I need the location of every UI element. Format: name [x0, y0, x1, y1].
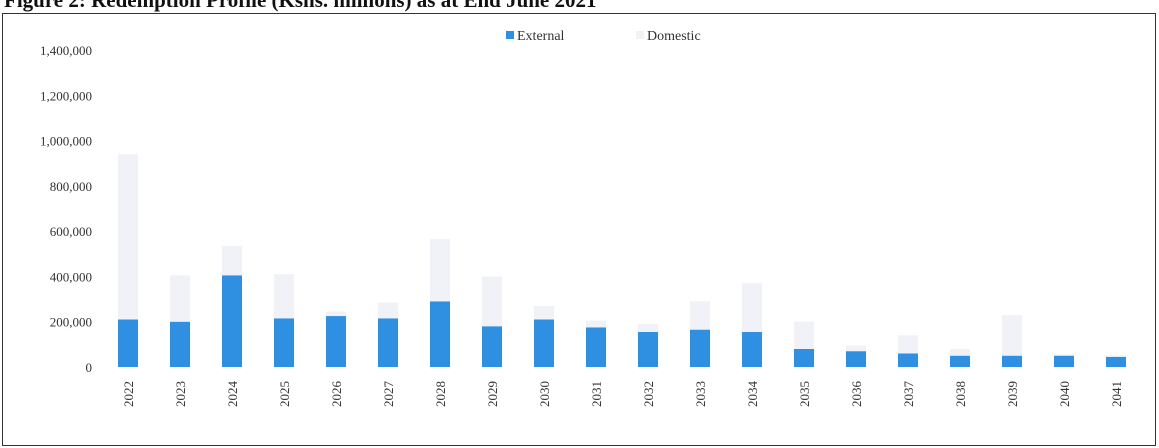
x-tick-label: 2037 [901, 381, 916, 408]
x-tick-label: 2022 [121, 381, 136, 407]
bar-domestic-2032 [638, 323, 658, 332]
x-tick-label: 2039 [1005, 381, 1020, 407]
bar-external-2039 [1002, 355, 1022, 367]
bar-domestic-2026 [326, 311, 346, 317]
bar-domestic-2036 [846, 345, 866, 352]
bar-domestic-2030 [534, 305, 554, 320]
bars [118, 154, 1126, 367]
bar-domestic-2035 [794, 321, 814, 349]
bar-domestic-2031 [586, 320, 606, 328]
x-tick-label: 2035 [797, 381, 812, 407]
y-tick-label: 0 [86, 360, 93, 375]
x-tick-label: 2038 [953, 381, 968, 407]
bar-external-2031 [586, 327, 606, 367]
bar-domestic-2037 [898, 335, 918, 354]
x-tick-label: 2024 [225, 381, 240, 408]
y-tick-label: 1,200,000 [40, 88, 92, 103]
bar-external-2023 [170, 321, 190, 367]
bar-external-2033 [690, 329, 710, 367]
bar-domestic-2033 [690, 301, 710, 330]
bar-domestic-2039 [1002, 314, 1022, 356]
bar-external-2034 [742, 331, 762, 367]
bar-external-2029 [482, 326, 502, 367]
bar-domestic-2024 [222, 245, 242, 276]
bar-external-2032 [638, 331, 658, 367]
bar-domestic-2038 [950, 348, 970, 356]
chart-frame [2, 13, 1156, 446]
y-tick-label: 200,000 [50, 315, 92, 330]
x-tick-label: 2036 [849, 381, 864, 408]
y-tick-label: 1,000,000 [40, 134, 92, 149]
x-tick-label: 2031 [589, 381, 604, 407]
bar-external-2026 [326, 316, 346, 367]
x-tick-label: 2026 [329, 381, 344, 408]
x-tick-label: 2027 [381, 381, 396, 408]
legend-swatch-external [506, 31, 514, 39]
x-tick-label: 2029 [485, 381, 500, 407]
bar-domestic-2022 [118, 154, 138, 320]
figure-title: Figure 2: Redemption Profile (Kshs. mill… [4, 0, 597, 12]
bar-external-2027 [378, 318, 398, 367]
bar-external-2030 [534, 319, 554, 367]
y-tick-label: 1,400,000 [40, 43, 92, 58]
bar-domestic-2041 [1106, 355, 1126, 357]
legend-label-external: External [517, 29, 565, 44]
x-tick-label: 2030 [537, 381, 552, 407]
x-tick-label: 2034 [745, 381, 760, 408]
legend-label-domestic: Domestic [647, 29, 701, 44]
x-tick-label: 2025 [277, 381, 292, 407]
x-tick-label: 2040 [1057, 381, 1072, 407]
bar-external-2041 [1106, 356, 1126, 367]
bar-external-2038 [950, 355, 970, 367]
bar-external-2040 [1054, 355, 1074, 367]
y-tick-label: 800,000 [50, 179, 92, 194]
bar-domestic-2040 [1054, 354, 1074, 356]
x-axis-ticks: 2022 2023 2024 2025 2026 2027 2028 2029 2030 2031… [121, 381, 1124, 408]
x-tick-label: 2028 [433, 381, 448, 407]
bar-external-2037 [898, 353, 918, 367]
bar-external-2036 [846, 351, 866, 367]
bar-external-2022 [118, 319, 138, 367]
x-tick-label: 2041 [1109, 381, 1124, 407]
bar-domestic-2034 [742, 283, 762, 332]
y-axis-ticks: 0 200,000 400,000 600,000 800,000 1,000,000 1,… [40, 43, 92, 375]
bar-domestic-2029 [482, 276, 502, 327]
bar-external-2028 [430, 301, 450, 367]
bar-domestic-2027 [378, 302, 398, 319]
x-tick-label: 2023 [173, 381, 188, 407]
bar-external-2025 [274, 318, 294, 367]
legend: External Domestic [506, 29, 701, 44]
x-tick-label: 2033 [693, 381, 708, 407]
y-tick-label: 400,000 [50, 269, 92, 284]
legend-swatch-domestic [636, 31, 644, 39]
bar-external-2035 [794, 348, 814, 367]
y-tick-label: 600,000 [50, 224, 92, 239]
bar-domestic-2023 [170, 275, 190, 322]
bar-domestic-2025 [274, 274, 294, 319]
bar-external-2024 [222, 275, 242, 367]
x-tick-label: 2032 [641, 381, 656, 407]
bar-domestic-2028 [430, 239, 450, 302]
